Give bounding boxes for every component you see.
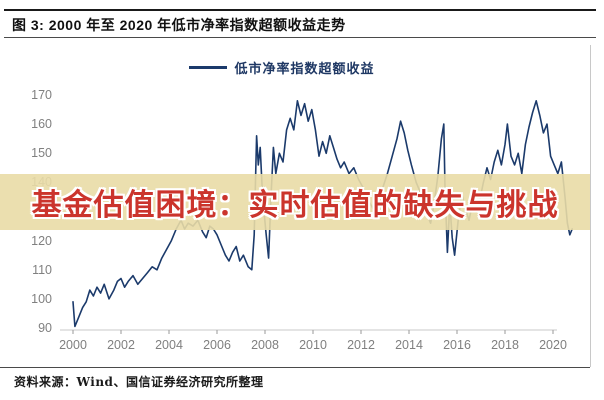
series-line (72, 100, 574, 328)
bottom-rule (0, 367, 590, 368)
y-tick-label: 150 (31, 146, 52, 161)
x-tick-label: 2018 (491, 338, 519, 352)
chart-legend: 低市净率指数超额收益 (0, 58, 564, 77)
top-rule (4, 9, 596, 11)
x-tick-label: 2010 (299, 338, 327, 352)
title-divider (4, 37, 596, 38)
x-tick-label: 2002 (107, 338, 135, 352)
x-tick-label: 2004 (155, 338, 183, 352)
watermark-text: 基金估值困境：实时估值的缺失与挑战 (31, 189, 559, 222)
x-tick-label: 2008 (251, 338, 279, 352)
y-tick-label: 100 (31, 291, 52, 306)
watermark-band (0, 174, 590, 230)
y-tick-label: 110 (32, 262, 52, 277)
x-tick-label: 2012 (347, 338, 375, 352)
source-note: 资料来源：Wind、国信证券经济研究所整理 (14, 375, 264, 389)
legend-line-swatch (189, 66, 228, 69)
legend-label: 低市净率指数超额收益 (234, 61, 375, 76)
x-tick-label: 2006 (203, 338, 231, 352)
right-page-border (590, 45, 591, 367)
x-tick-label: 2020 (539, 338, 567, 352)
y-tick-label: 90 (38, 321, 52, 335)
figure-title: 图 3: 2000 年至 2020 年低市净率指数超额收益走势 (12, 17, 346, 33)
x-tick-label: 2014 (395, 338, 423, 352)
y-tick-label: 120 (31, 233, 52, 248)
y-tick-label: 170 (31, 88, 52, 102)
x-tick-label: 2000 (59, 338, 87, 352)
x-tick-label: 2016 (443, 338, 471, 352)
y-tick-label: 160 (31, 117, 52, 132)
